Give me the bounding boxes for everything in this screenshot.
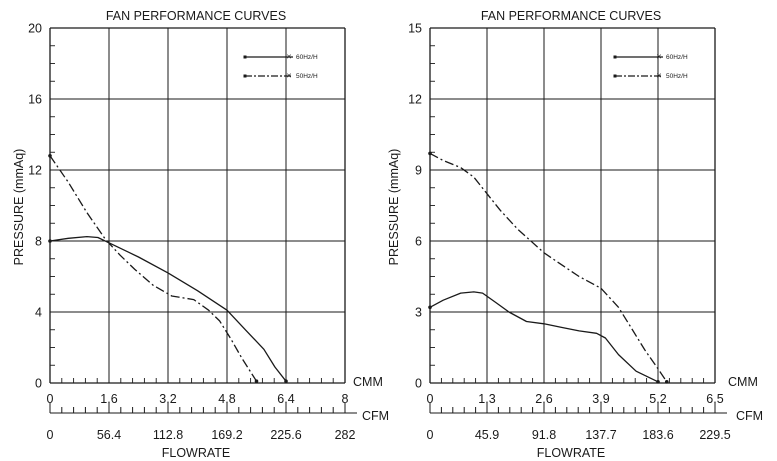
cmm-tick-label: 6.4: [277, 392, 294, 406]
legend-marker: ×: [656, 71, 661, 81]
y-tick-labels: 0 3 6 9 12 15: [408, 22, 422, 391]
cmm-tick-label: 0: [47, 392, 54, 406]
y-tick-label: 16: [28, 93, 42, 107]
y-tick-label: 20: [28, 22, 42, 36]
cmm-unit-label: CMM: [353, 375, 383, 389]
series-point: [656, 380, 660, 384]
cfm-tick-label: 137.7: [585, 428, 616, 442]
legend-marker: [613, 55, 617, 59]
series-lines: [428, 151, 669, 384]
y-tick-label: 4: [35, 306, 42, 320]
series-point: [428, 305, 432, 310]
chart-title: FAN PERFORMANCE CURVES: [481, 9, 661, 23]
legend-marker: [613, 74, 617, 78]
cmm-unit-label: CMM: [728, 375, 758, 389]
chart-title: FAN PERFORMANCE CURVES: [106, 9, 286, 23]
cmm-tick-label: 1.6: [100, 392, 117, 406]
cfm-tick-label: 112.8: [153, 428, 183, 442]
cmm-tick-label: 5.2: [649, 392, 666, 406]
y-axis-label: PRESSURE (mmAq): [12, 149, 26, 266]
cfm-unit-label: CFM: [736, 409, 763, 423]
series-point: [254, 379, 259, 384]
series-line-60hz-h: [429, 291, 659, 383]
legend-label: 50Hz/H: [296, 73, 318, 80]
legend-marker: ×: [286, 71, 291, 81]
y-tick-label: 6: [415, 235, 422, 249]
cfm-tick-label: 0: [427, 428, 434, 442]
cfm-tick-label: 56.4: [97, 428, 121, 442]
y-tick-label: 12: [408, 93, 422, 107]
cfm-tick-label: 0: [47, 428, 54, 442]
series-line-60hz-h: [49, 235, 287, 382]
cfm-tick-label: 282: [335, 428, 356, 442]
left-chart: FAN PERFORMANCE CURVES PRESSURE (mmAq) C…: [12, 9, 389, 460]
cfm-tick-label: 169.2: [211, 428, 242, 442]
y-tick-label: 9: [415, 164, 422, 178]
y-tick-label: 12: [28, 164, 42, 178]
cfm-unit-label: CFM: [362, 409, 389, 423]
series-line-50hz-h: [49, 155, 258, 382]
legend-marker: [243, 55, 247, 59]
cmm-tick-label: 4.8: [218, 392, 235, 406]
legend-marker: [243, 74, 247, 78]
cfm-tick-label: 45.9: [475, 428, 499, 442]
cmm-tick-label: 1.3: [478, 392, 495, 406]
legend-label: 50Hz/H: [666, 73, 688, 80]
right-chart: FAN PERFORMANCE CURVES PRESSURE (mmAq) C…: [387, 9, 763, 460]
legend: × 60Hz/H × 50Hz/H: [613, 52, 688, 81]
cmm-tick-labels: 0 1.3 2.6 3.9 5.2 6.5: [427, 392, 724, 406]
cfm-axis: 0 45.9 91.8 137.7 183.6 229.5: [427, 403, 731, 442]
legend: × 60Hz/H × 50Hz/H: [243, 52, 318, 81]
series-point: [428, 151, 432, 156]
legend-marker: ×: [286, 52, 291, 62]
x-axis-label: FLOWRATE: [162, 446, 231, 460]
series-lines: [48, 154, 288, 384]
series-point: [48, 239, 52, 243]
cmm-tick-label: 2.6: [535, 392, 552, 406]
series-line-50hz-h: [429, 152, 668, 383]
y-tick-label: 15: [408, 22, 422, 36]
cmm-tick-labels: 0 1.6 3.2 4.8 6.4 8: [47, 392, 349, 406]
cfm-tick-label: 225.6: [270, 428, 301, 442]
series-point: [284, 379, 288, 384]
y-tick-labels: 0 4 8 12 16 20: [28, 22, 42, 391]
legend-marker: ×: [656, 52, 661, 62]
y-tick-label: 8: [35, 235, 42, 249]
cmm-tick-label: 3.9: [592, 392, 609, 406]
cmm-tick-label: 3.2: [159, 392, 176, 406]
cmm-tick-label: 6.5: [706, 392, 723, 406]
y-axis-label: PRESSURE (mmAq): [387, 149, 401, 266]
cfm-tick-label: 229.5: [699, 428, 730, 442]
grid-lines: [49, 27, 346, 384]
cfm-axis: 0 56.4 112.8 169.2 225.6 282: [47, 403, 357, 442]
y-tick-label: 3: [415, 306, 422, 320]
cfm-tick-label: 183.6: [642, 428, 673, 442]
cmm-tick-label: 0: [427, 392, 434, 406]
legend-label: 60Hz/H: [296, 54, 318, 61]
series-point: [664, 380, 669, 384]
cfm-tick-label: 91.8: [532, 428, 556, 442]
legend-label: 60Hz/H: [666, 54, 688, 61]
series-point: [48, 154, 52, 158]
x-axis-label: FLOWRATE: [537, 446, 606, 460]
cmm-tick-label: 8: [342, 392, 349, 406]
y-tick-label: 0: [415, 377, 422, 391]
y-tick-label: 0: [35, 377, 42, 391]
grid-lines: [429, 27, 716, 384]
